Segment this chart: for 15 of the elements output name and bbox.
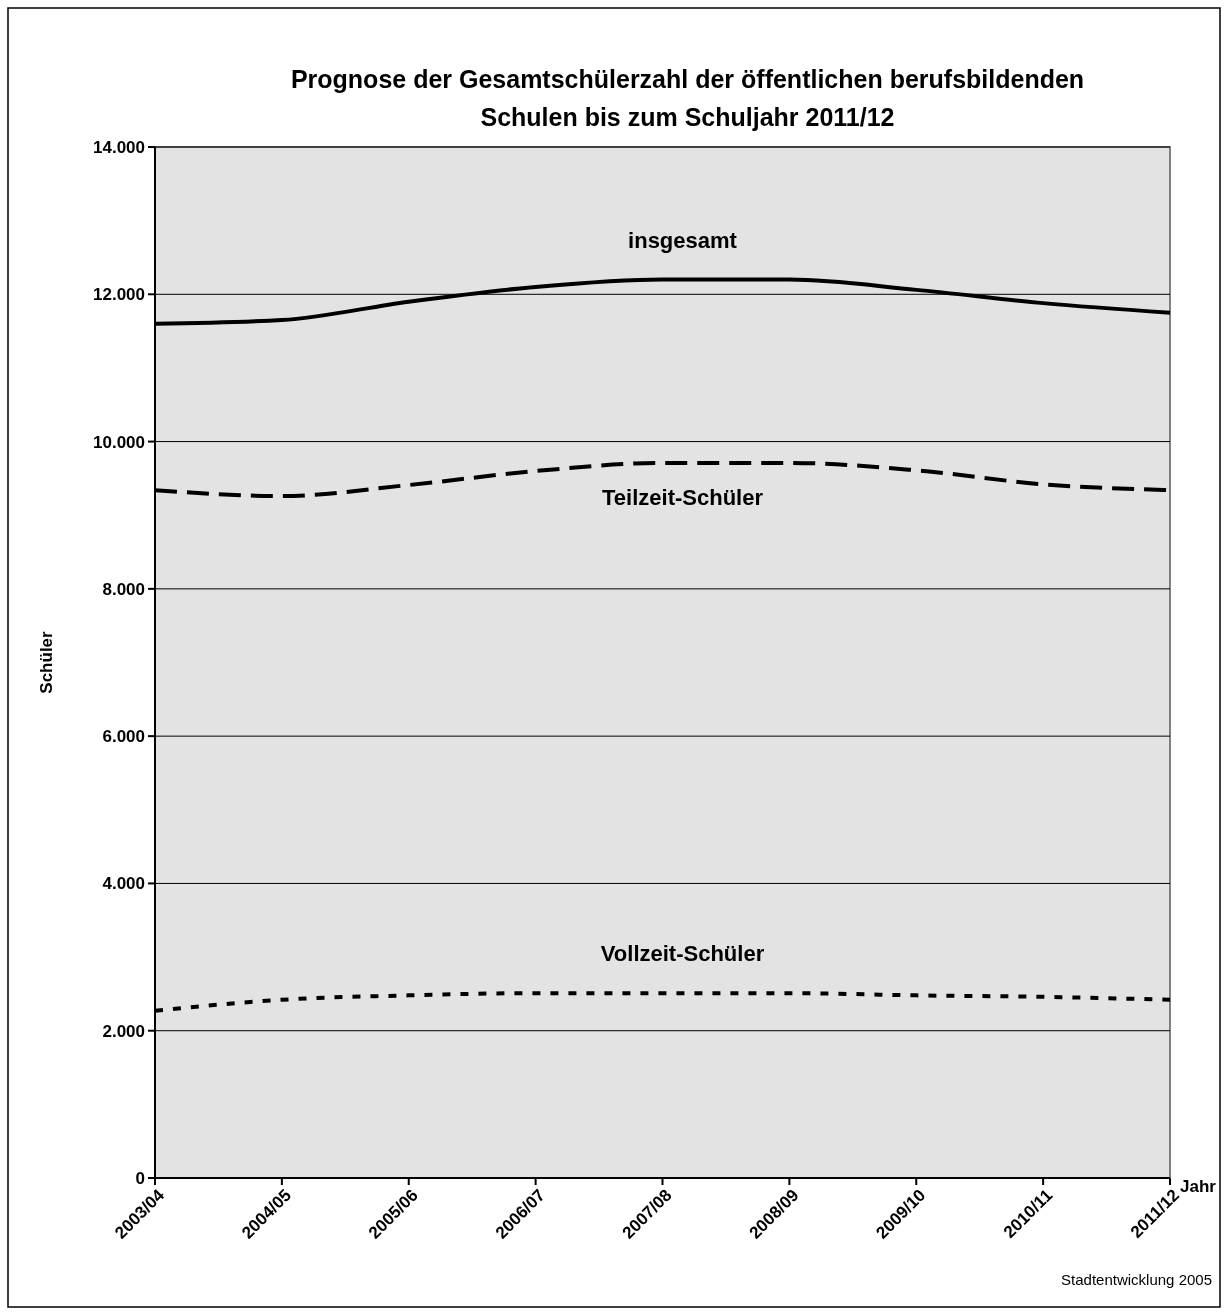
text: Stadtentwicklung 2005 [1061, 1271, 1212, 1288]
y-tick-label: 6.000 [102, 727, 145, 747]
y-tick-label: 12.000 [93, 285, 145, 305]
series-label: Teilzeit-Schüler [602, 484, 764, 510]
y-axis-title: Schüler [37, 630, 56, 694]
series-label: Vollzeit-Schüler [600, 941, 765, 967]
y-tick-label: 14.000 [93, 137, 145, 157]
y-tick-label: 10.000 [93, 432, 145, 452]
chart-title: Prognose der Gesamtschülerzahl der öffentlichen berufsbildenden Schulen bis zum Schuljahr 2011/12 [290, 65, 1085, 131]
y-tick-label: 4.000 [102, 874, 145, 894]
x-axis-title: Jahr [1180, 1177, 1217, 1196]
series-label: insgesamt [628, 227, 738, 253]
y-tick-label: 8.000 [102, 579, 145, 599]
y-tick-label: 2.000 [102, 1021, 145, 1041]
y-tick-label: 0 [135, 1168, 145, 1188]
